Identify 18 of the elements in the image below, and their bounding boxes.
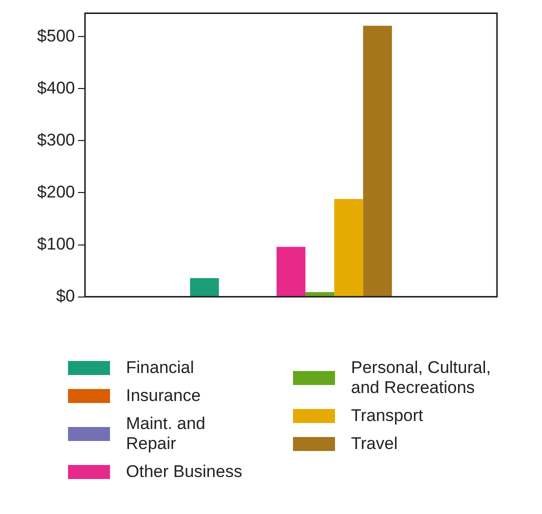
y-tick-label: $500: [37, 26, 75, 46]
y-tick-label: $100: [37, 234, 75, 254]
bar: [363, 26, 392, 296]
legend-label: Travel: [351, 434, 399, 454]
legend-label: Transport: [351, 406, 424, 426]
y-tick-label: $0: [56, 286, 75, 306]
legend-label: Personal, Cultural, and Recreations: [351, 358, 492, 398]
y-tick-label: $400: [37, 78, 75, 98]
y-tick-label: $300: [37, 130, 75, 150]
legend-label: Maint. and Repair: [126, 414, 206, 454]
legend-label: Financial: [126, 358, 196, 378]
y-tick-label: $200: [37, 182, 75, 202]
legend-label: Other Business: [126, 462, 244, 482]
bar: [334, 198, 364, 296]
bar: [190, 278, 219, 296]
legend-label: Insurance: [126, 386, 202, 406]
bar: [276, 246, 306, 296]
bar: [305, 292, 334, 296]
